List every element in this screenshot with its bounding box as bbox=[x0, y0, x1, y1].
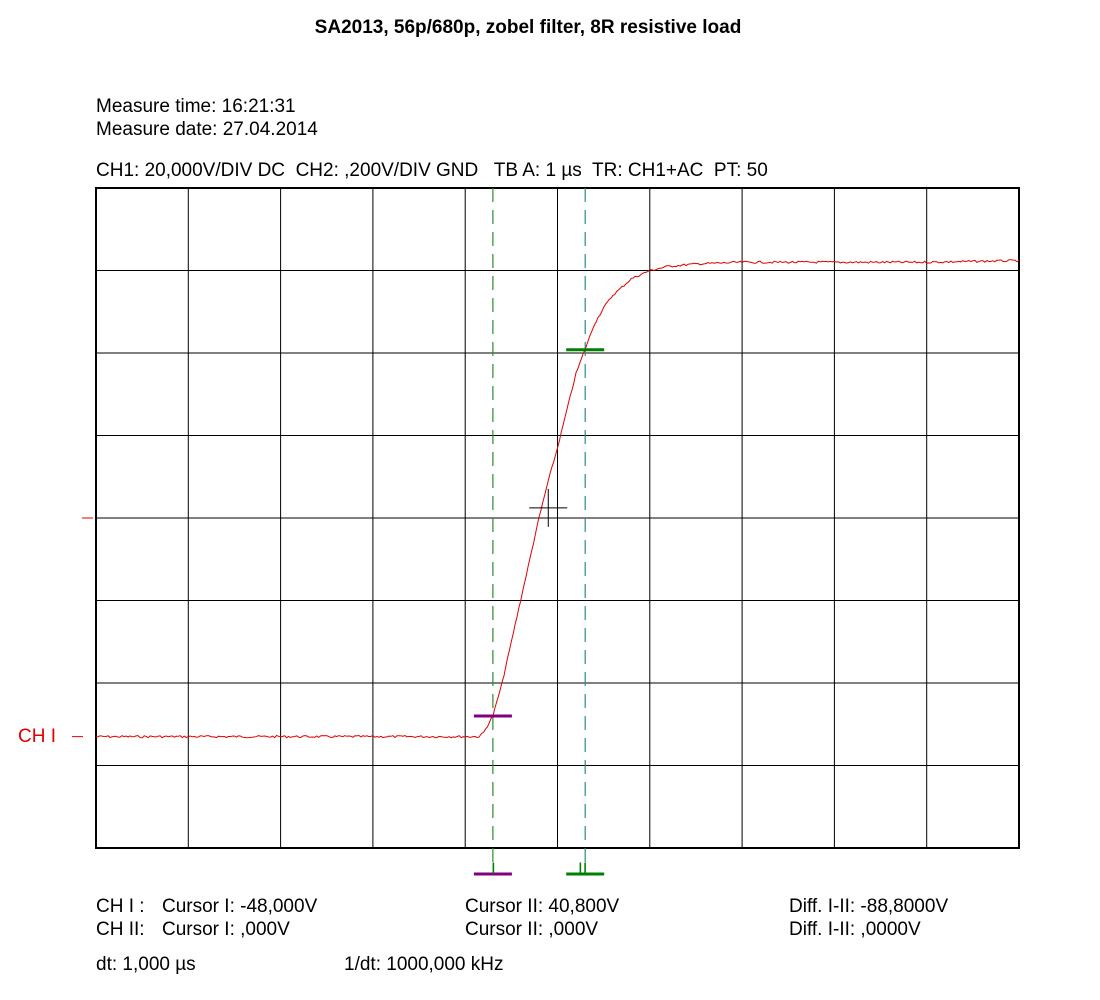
dt-readout: dt: 1,000 µs bbox=[96, 954, 196, 975]
channel-label: CH I bbox=[18, 726, 56, 747]
ch1-label: CH I : bbox=[96, 896, 145, 917]
cursor-lines[interactable] bbox=[492, 188, 586, 868]
scope-settings: CH1: 20,000V/DIV DC CH2: ,200V/DIV GND T… bbox=[96, 160, 768, 181]
ch2-cursor1-value: Cursor I: ,000V bbox=[162, 919, 290, 940]
graticule bbox=[95, 187, 1020, 849]
ch2-diff-value: Diff. I-II: ,0000V bbox=[789, 919, 921, 940]
ch1-cursor2-value: Cursor II: 40,800V bbox=[465, 896, 620, 917]
marker-layer bbox=[72, 348, 605, 876]
chart-title: SA2013, 56p/680p, zobel filter, 8R resis… bbox=[314, 17, 742, 38]
cursor-1-marker-label: I bbox=[491, 859, 496, 878]
ch2-cursor2-value: Cursor II: ,000V bbox=[465, 919, 599, 940]
inverse-dt-readout: 1/dt: 1000,000 kHz bbox=[344, 954, 504, 975]
cursor-2-marker-label: II bbox=[578, 859, 587, 878]
trace-layer bbox=[95, 259, 1020, 739]
ch1-diff-value: Diff. I-II: -88,8000V bbox=[789, 896, 949, 917]
ch1-cursor1-value: Cursor I: -48,000V bbox=[162, 896, 318, 917]
measure-date: Measure date: 27.04.2014 bbox=[96, 119, 318, 140]
ch1-trace bbox=[95, 259, 1020, 739]
measure-time: Measure time: 16:21:31 bbox=[96, 96, 296, 117]
ch2-label: CH II: bbox=[96, 919, 145, 940]
